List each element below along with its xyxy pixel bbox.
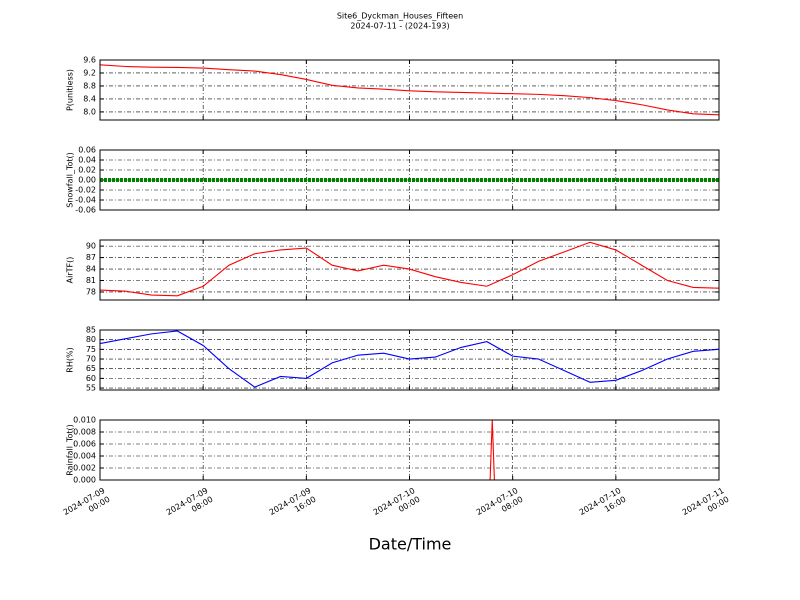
y-tick-label: 0.002 (73, 464, 96, 473)
y-tick-label: 78 (86, 287, 96, 296)
y-tick-label: 0.004 (73, 452, 96, 461)
plot-frame (99, 149, 720, 211)
y-axis-label: Rainfall_Tot() (66, 424, 75, 476)
x-axis-label: Date/Time (369, 535, 452, 554)
y-tick-label: 8.8 (83, 81, 96, 90)
chart-title: Site6_Dyckman_Houses_Fifteen (337, 12, 463, 21)
y-axis-label: RH(%) (66, 347, 75, 372)
y-tick-label: 85 (86, 326, 96, 335)
plot-frame (99, 419, 720, 481)
y-tick-label: 87 (86, 253, 96, 262)
y-tick-label: 8.4 (83, 94, 96, 103)
y-tick-label: 0.000 (73, 476, 96, 485)
y-axis-label: AirTF() (66, 257, 75, 284)
y-tick-label: 9.6 (83, 56, 96, 65)
y-tick-label: -0.04 (75, 196, 96, 205)
y-tick-label: 90 (86, 242, 96, 251)
y-tick-label: 60 (86, 374, 96, 383)
data-line (99, 241, 720, 297)
plot-frame (99, 59, 720, 121)
y-tick-label: 0.02 (78, 166, 96, 175)
y-tick-label: -0.06 (75, 206, 96, 215)
data-line (99, 64, 720, 116)
y-tick-label: 70 (86, 355, 96, 364)
y-tick-label: 0.008 (73, 428, 96, 437)
y-tick-label: 0.04 (78, 156, 96, 165)
y-tick-label: 9.2 (83, 68, 96, 77)
y-tick-label: -0.02 (75, 186, 96, 195)
y-tick-label: 65 (86, 364, 96, 373)
plot-frame (99, 329, 720, 391)
y-tick-label: 80 (86, 335, 96, 344)
y-tick-label: 0.00 (78, 176, 96, 185)
y-axis-label: P(unitless) (66, 69, 75, 111)
chart-subtitle: 2024-07-11 - (2024-193) (350, 22, 449, 31)
y-tick-label: 81 (86, 276, 96, 285)
y-tick-label: 75 (86, 345, 96, 354)
plot-frame (99, 239, 720, 301)
y-tick-label: 0.010 (73, 416, 96, 425)
y-axis-label: Snowfall_Tot() (66, 152, 75, 208)
y-tick-label: 55 (86, 384, 96, 393)
y-tick-label: 84 (86, 265, 96, 274)
data-line (99, 330, 720, 388)
y-tick-label: 0.006 (73, 440, 96, 449)
y-tick-label: 0.06 (78, 146, 96, 155)
y-tick-label: 8.0 (83, 107, 96, 116)
